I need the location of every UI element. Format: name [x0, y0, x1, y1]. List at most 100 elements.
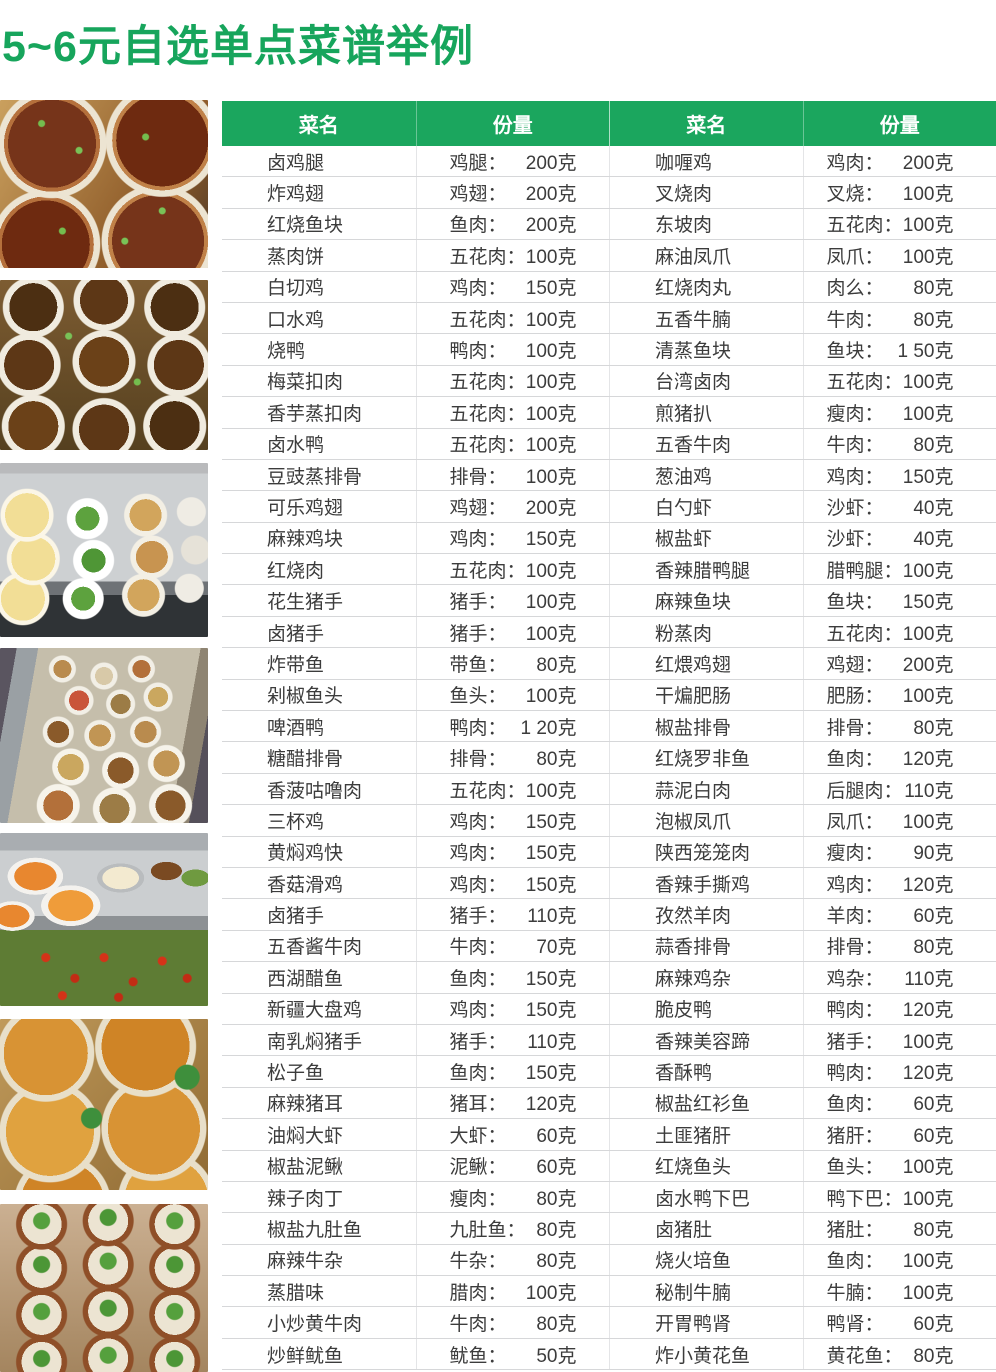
portion-cell: 鸭肾： 60克	[802, 1307, 996, 1338]
portion-value: 70克	[536, 937, 577, 959]
portion-value: 80克	[536, 749, 577, 771]
dish-name-cell: 辣子肉丁	[222, 1182, 416, 1212]
portion-cell: 鸡肉： 150克	[415, 271, 610, 302]
portion-label: 猪耳：	[449, 1094, 507, 1116]
dish-name: 啤酒鸭	[267, 717, 325, 739]
portion-value: 80克	[536, 1219, 577, 1241]
portion-value: 200克	[525, 497, 577, 519]
dish-name: 香辣手撕鸡	[655, 874, 751, 896]
dish-name-cell: 叉烧肉	[609, 177, 803, 208]
dish-name-cell: 三杯鸡	[222, 805, 416, 835]
portion-value: 120克	[902, 1000, 954, 1022]
portion-cell: 排骨： 80克	[415, 742, 610, 773]
portion-value: 110克	[904, 968, 954, 990]
dish-name-cell: 香辣腊鸭腿	[609, 554, 803, 585]
portion-value: 60克	[913, 1314, 954, 1336]
table-row: 炸带鱼 带鱼： 80克 红煨鸡翅 鸡翅： 200克	[222, 648, 996, 680]
portion-label: 鱼肉：	[826, 1251, 884, 1273]
table-row: 辣子肉丁 瘦肉： 80克 卤水鸭下巴 鸭下巴： 100克	[222, 1181, 996, 1214]
dish-name: 秘制牛腩	[655, 1282, 732, 1304]
dish-name: 卤猪手	[267, 906, 325, 928]
column-header-dish-1: 菜名	[298, 115, 339, 137]
portion-value: 100克	[902, 1251, 954, 1273]
portion-cell: 鱼肉： 150克	[415, 962, 610, 993]
dish-name-cell: 孜然羊肉	[609, 899, 803, 930]
dish-name-cell: 东坡肉	[609, 208, 803, 240]
portion-cell: 鸭下巴： 100克	[802, 1181, 996, 1213]
portion-label: 排骨：	[826, 717, 884, 739]
dish-name: 南乳焖猪手	[267, 1031, 363, 1053]
dish-name-cell: 蒜泥白肉	[609, 773, 803, 805]
portion-cell: 鸡肉： 120克	[802, 867, 996, 899]
dish-name-cell: 卤猪手	[222, 617, 416, 647]
portion-label: 五花肉：	[449, 246, 526, 268]
portion-label: 五花肉：	[449, 372, 526, 394]
portion-label: 鱼肉：	[826, 749, 884, 771]
dish-name: 咖喱鸡	[655, 152, 713, 174]
dish-name: 台湾卤肉	[655, 372, 732, 394]
portion-cell: 五花肉： 100克	[802, 616, 996, 648]
portion-cell: 五花肉： 100克	[802, 365, 996, 397]
portion-value: 100克	[525, 560, 577, 582]
dish-name: 白勺虾	[655, 497, 713, 519]
portion-value: 50克	[536, 1345, 577, 1367]
dish-name: 东坡肉	[655, 215, 713, 237]
table-row: 新疆大盘鸡 鸡肉： 150克 脆皮鸭 鸭肉： 120克	[222, 993, 996, 1025]
table-row: 梅菜扣肉 五花肉： 100克 台湾卤肉 五花肉： 100克	[222, 365, 996, 398]
portion-cell: 凤爪： 100克	[802, 805, 996, 836]
portion-value: 120克	[902, 1063, 954, 1085]
portion-label: 猪手：	[449, 592, 507, 614]
dish-name-cell: 秘制牛腩	[609, 1276, 803, 1307]
dish-name: 麻辣鱼块	[655, 592, 732, 614]
dish-name-cell: 煎猪扒	[609, 397, 803, 428]
portion-value: 150克	[525, 874, 577, 896]
dish-name-cell: 清蒸鱼块	[609, 334, 803, 365]
dish-name: 小炒黄牛肉	[267, 1314, 363, 1336]
dish-name: 煎猪扒	[655, 403, 713, 425]
dish-name: 烧火培鱼	[655, 1251, 732, 1273]
portion-label: 腊肉：	[449, 1282, 507, 1304]
dish-name: 香辣美容蹄	[655, 1031, 751, 1053]
portion-value: 150克	[902, 592, 954, 614]
portion-value: 150克	[525, 811, 577, 833]
portion-cell: 沙虾： 40克	[802, 491, 996, 522]
table-row: 卤鸡腿 鸡腿： 200克 咖喱鸡 鸡肉： 200克	[222, 146, 996, 178]
portion-value: 80克	[913, 278, 954, 300]
dish-name: 陕西笼笼肉	[655, 843, 751, 865]
dish-name-cell: 干煸肥肠	[609, 679, 803, 711]
portion-value: 100克	[902, 1031, 954, 1053]
portion-value: 200克	[902, 152, 954, 174]
portion-cell: 五花肉： 100克	[415, 397, 610, 428]
portion-value: 100克	[902, 1188, 954, 1210]
dish-name: 松子鱼	[267, 1063, 325, 1085]
portion-value: 100克	[525, 435, 577, 457]
table-row: 南乳焖猪手 猪手： 110克 香辣美容蹄 猪手： 100克	[222, 1024, 996, 1057]
dish-name-cell: 椒盐红衫鱼	[609, 1087, 803, 1119]
portion-value: 200克	[525, 184, 577, 206]
portion-label: 鸡肉：	[449, 843, 507, 865]
portion-label: 鱿鱼：	[449, 1345, 507, 1367]
portion-label: 牛杂：	[449, 1251, 507, 1273]
dish-name-cell: 蒸肉饼	[222, 240, 416, 270]
portion-cell: 瘦肉： 80克	[415, 1181, 610, 1213]
portion-value: 100克	[902, 215, 954, 237]
portion-cell: 鸡肉： 150克	[802, 459, 996, 491]
table-row: 小炒黄牛肉 牛肉： 80克 开胃鸭肾 鸭肾： 60克	[222, 1307, 996, 1339]
portion-label: 腊鸭腿：	[826, 560, 903, 582]
portion-value: 80克	[536, 654, 577, 676]
dish-name-cell: 红烧肉	[222, 554, 416, 584]
portion-cell: 肉么： 80克	[802, 271, 996, 302]
dish-name-cell: 蒸腊味	[222, 1276, 416, 1306]
dish-name-cell: 糖醋排骨	[222, 742, 416, 772]
table-row: 炸鸡翅 鸡翅： 200克 叉烧肉 叉烧： 100克	[222, 177, 996, 209]
table-row: 口水鸡 五花肉： 100克 五香牛腩 牛肉： 80克	[222, 302, 996, 335]
dish-name-cell: 葱油鸡	[609, 459, 803, 491]
dish-name: 椒盐虾	[655, 529, 713, 551]
portion-label: 鸭肉：	[826, 1000, 884, 1022]
dish-name-cell: 麻辣鸡块	[222, 523, 416, 553]
portion-cell: 凤爪： 100克	[802, 240, 996, 271]
portion-cell: 鸡翅： 200克	[415, 491, 610, 522]
dish-name-cell: 啤酒鸭	[222, 711, 416, 741]
portion-value: 100克	[525, 780, 577, 802]
dish-name: 可乐鸡翅	[267, 497, 344, 519]
